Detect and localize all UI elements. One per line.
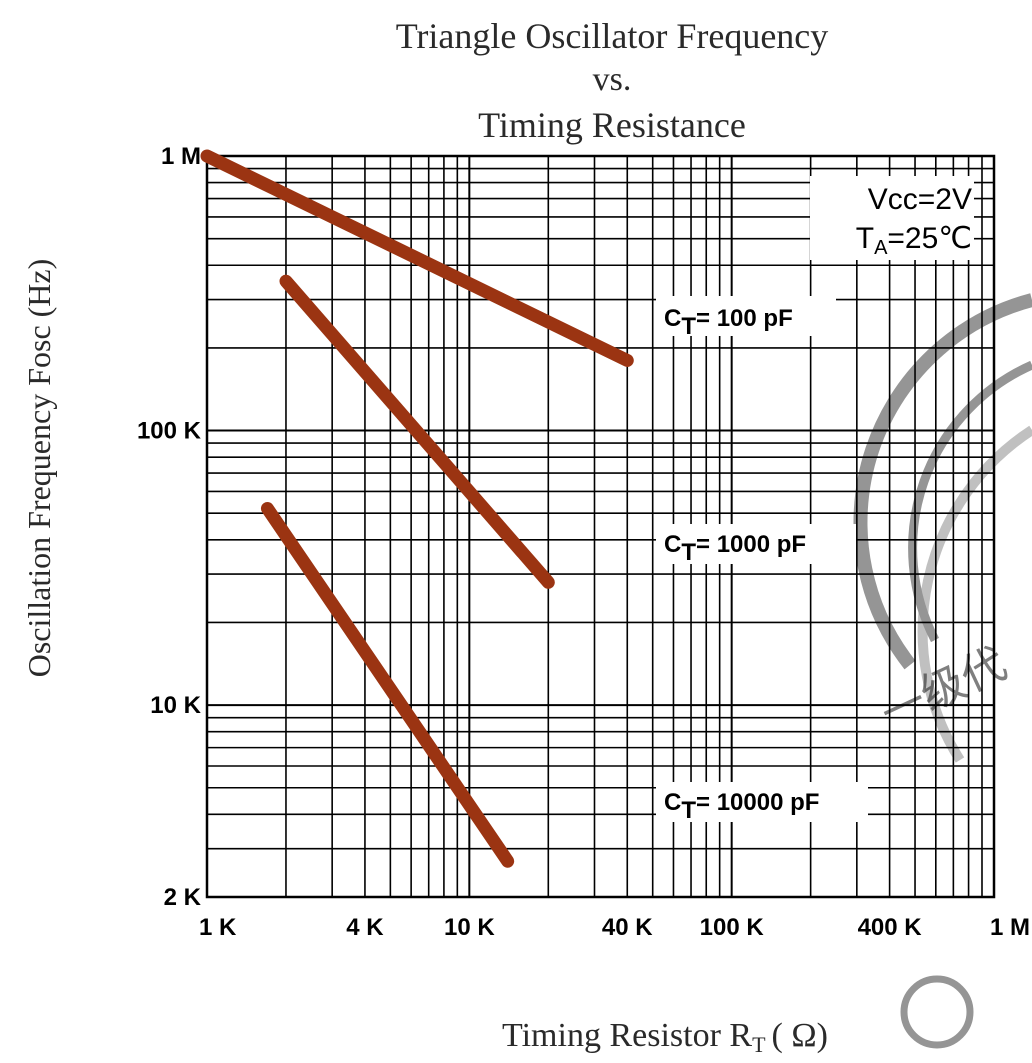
condition-vcc-value: =2V [918, 183, 972, 216]
series-label-3: CT= 10000 pF [664, 789, 819, 824]
x-axis-label-unit: ( Ω) [772, 1017, 828, 1054]
condition-vcc-main: Vcc [868, 183, 918, 216]
series-label-1-value: = 100 pF [696, 305, 793, 332]
condition-ta: TA=25℃ [856, 222, 972, 259]
series-lines [200, 149, 634, 868]
y-tick-label: 2 K [164, 884, 202, 911]
x-tick-labels: 1 K 4 K 10 K 40 K 100 K 400 K 1 M [199, 914, 1030, 941]
series-line-1 [200, 149, 634, 367]
x-axis-label-sub: T [752, 1032, 766, 1057]
series-label-1-main: C [664, 305, 681, 332]
chart-title-line-1: Triangle Oscillator Frequency [396, 16, 829, 56]
x-tick-label: 400 K [858, 914, 923, 941]
x-axis-label: Timing Resistor RT( Ω) [502, 1017, 828, 1057]
conditions-box [810, 176, 974, 260]
series-label-1-sub: T [681, 313, 696, 340]
grid [205, 154, 996, 899]
condition-vcc: Vcc=2V [868, 183, 972, 216]
series-line-2 [279, 274, 555, 589]
condition-ta-sub: A [874, 237, 888, 259]
series-label-2: CT= 1000 pF [664, 531, 806, 566]
y-tick-label: 1 M [161, 143, 201, 170]
series-label-2-sub: T [681, 539, 696, 566]
x-tick-label: 10 K [444, 914, 495, 941]
series-label-bg-1 [656, 296, 836, 336]
series-label-3-value: = 10000 pF [696, 789, 819, 816]
x-tick-label: 1 K [199, 914, 237, 941]
chart-title-line-3: Timing Resistance [478, 105, 746, 145]
series-label-3-main: C [664, 789, 681, 816]
series-label-2-main: C [664, 531, 681, 558]
y-axis-label: Oscillation Frequency Fosc (Hz) [21, 259, 57, 678]
series-label-bg-2 [656, 524, 856, 564]
series-label-2-value: = 1000 pF [696, 531, 806, 558]
series-label-bg-3 [656, 782, 868, 822]
y-tick-label: 100 K [137, 418, 202, 445]
chart-title-line-2: vs. [593, 61, 632, 98]
y-tick-label: 10 K [150, 692, 201, 719]
y-tick-labels: 2 K 10 K 100 K 1 M [137, 143, 202, 911]
x-tick-label: 1 M [990, 914, 1030, 941]
x-axis-label-main: Timing Resistor R [502, 1017, 752, 1054]
x-tick-label: 40 K [602, 914, 653, 941]
series-label-3-sub: T [681, 797, 696, 824]
watermark-circle [900, 975, 974, 1049]
plot-frame [205, 154, 996, 899]
x-tick-label: 100 K [700, 914, 765, 941]
series-label-1: CT= 100 pF [664, 305, 793, 340]
watermark-arc-2 [908, 360, 1032, 643]
condition-ta-value: =25℃ [887, 222, 972, 255]
series-line-3 [260, 502, 515, 868]
watermark-arc-1 [853, 293, 1032, 670]
x-tick-label: 4 K [346, 914, 384, 941]
condition-ta-main: T [856, 222, 874, 255]
series-labels: CT= 100 pF CT= 1000 pF CT= 10000 pF [656, 296, 868, 824]
